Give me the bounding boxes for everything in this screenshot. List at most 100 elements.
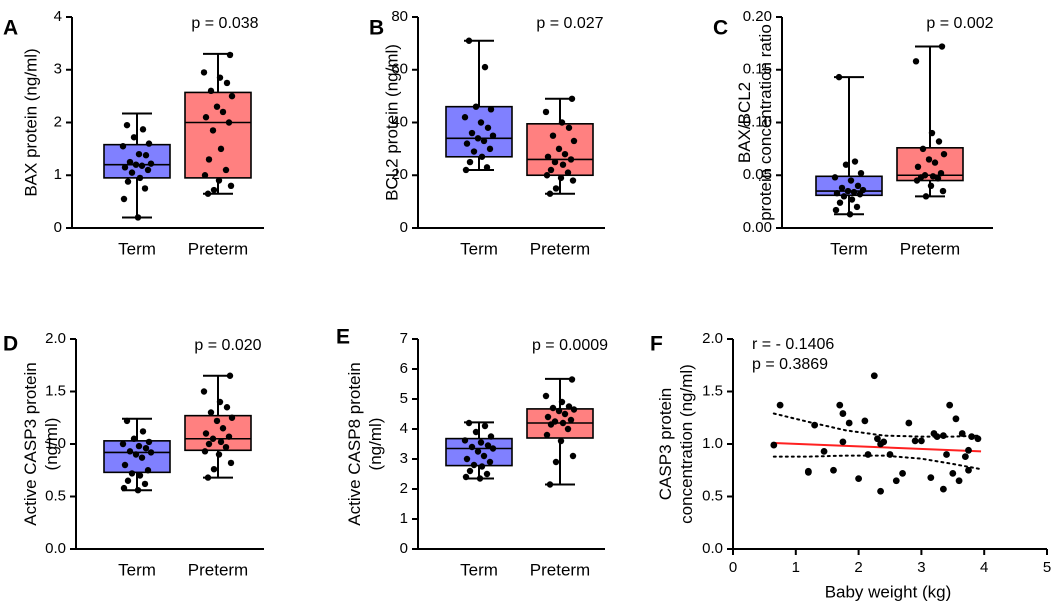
data-point xyxy=(919,145,927,153)
data-point xyxy=(555,145,563,153)
data-point xyxy=(856,191,864,198)
y-axis-title-line: Active CASP3 protein xyxy=(21,362,40,525)
data-point xyxy=(831,174,839,181)
data-point xyxy=(570,137,578,145)
y-axis-title-line: concentration (ng/ml) xyxy=(677,364,696,524)
data-point xyxy=(228,414,236,421)
data-point xyxy=(123,121,131,129)
y-axis-title-line: CASP3 protein xyxy=(656,388,675,500)
data-point xyxy=(565,403,573,410)
data-point xyxy=(549,132,557,139)
data-point xyxy=(835,73,843,81)
scatter-point xyxy=(830,466,837,474)
data-point xyxy=(126,448,134,455)
data-point xyxy=(565,124,573,131)
scatter-point xyxy=(839,438,847,446)
scatter-point xyxy=(939,485,947,493)
data-point xyxy=(474,135,482,142)
data-point xyxy=(142,152,150,159)
data-point xyxy=(136,174,144,182)
data-point xyxy=(912,58,920,65)
box-term xyxy=(445,37,513,174)
data-point xyxy=(227,182,235,189)
category-label-preterm: Preterm xyxy=(900,239,960,258)
data-point xyxy=(558,398,566,406)
data-point xyxy=(568,95,576,102)
scatter-point xyxy=(845,419,853,427)
y-tick-label: 0.05 xyxy=(743,166,772,183)
y-tick-label: 80 xyxy=(391,8,408,25)
data-point xyxy=(846,211,854,218)
data-point xyxy=(472,103,480,110)
data-point xyxy=(207,87,215,95)
panel-e: E 0 1 2 3 4 5 6 7 Active CASP8 protein (ng/ml) p = … xyxy=(336,325,608,579)
data-point xyxy=(567,416,575,424)
y-tick-label: 2 xyxy=(400,480,408,497)
data-point xyxy=(544,413,552,421)
category-label-preterm: Preterm xyxy=(188,560,248,579)
data-point xyxy=(222,443,230,451)
x-tick-label: 2 xyxy=(854,559,862,576)
data-point xyxy=(487,433,495,440)
data-point xyxy=(854,182,862,189)
panel-d: D 0.0 0.5 1.0 1.5 2.0 Active CASP3 protein (ng/… xyxy=(3,330,264,579)
data-point xyxy=(850,188,858,196)
data-point xyxy=(564,169,572,176)
data-point xyxy=(138,162,146,169)
data-point xyxy=(474,448,482,455)
data-point xyxy=(225,433,233,440)
scatter-point xyxy=(839,410,847,417)
p-value-label: p = 0.020 xyxy=(194,337,261,354)
scatter-point xyxy=(933,433,941,441)
p-value-label: p = 0.027 xyxy=(536,15,603,32)
box-preterm xyxy=(526,95,594,197)
regression-line xyxy=(773,441,982,453)
data-point xyxy=(210,186,218,194)
data-point xyxy=(549,404,557,412)
data-point xyxy=(552,458,560,466)
category-label-preterm: Preterm xyxy=(530,560,590,579)
y-axis-title-line: protein concentration ratio xyxy=(756,24,775,221)
iqr-box xyxy=(103,143,171,179)
data-point xyxy=(145,438,153,446)
scatter-point xyxy=(958,430,966,437)
data-point xyxy=(216,398,224,406)
scatter-point xyxy=(886,451,894,458)
data-point xyxy=(135,150,143,158)
data-point xyxy=(486,145,494,153)
y-axis-title: BAX protein (ng/ml) xyxy=(21,48,40,196)
y-tick-label: 0.10 xyxy=(743,113,772,130)
y-tick-label: 0.15 xyxy=(743,61,772,78)
data-point xyxy=(144,467,152,474)
y-tick-label: 6 xyxy=(400,360,408,377)
y-tick-label: 4 xyxy=(54,8,62,25)
ci-lower-line xyxy=(772,454,983,471)
scatter-point xyxy=(939,432,947,439)
data-point xyxy=(202,430,210,437)
y-axis-title-line: (ng/ml) xyxy=(366,418,385,471)
box-preterm xyxy=(184,51,252,197)
p-value-label: p = 0.002 xyxy=(926,15,993,32)
data-point xyxy=(922,193,930,200)
scatter-point xyxy=(965,466,972,474)
ci-upper-line xyxy=(772,412,983,438)
data-point xyxy=(145,140,153,147)
scatter-point xyxy=(855,475,862,483)
data-point xyxy=(489,445,497,452)
y-axis-title: BAX/BCL2 protein concentration ratio xyxy=(735,24,775,221)
data-point xyxy=(546,481,554,488)
panel-letter: A xyxy=(3,16,18,39)
data-point xyxy=(913,177,921,184)
y-axis-title: CASP3 protein concentration (ng/ml) xyxy=(656,364,696,524)
panel-letter: C xyxy=(713,16,728,39)
data-point xyxy=(462,166,470,174)
data-point xyxy=(227,459,235,467)
data-point xyxy=(939,187,947,195)
data-point xyxy=(557,437,565,445)
data-point xyxy=(486,458,494,466)
data-point xyxy=(128,169,136,176)
data-point xyxy=(561,150,569,158)
data-point xyxy=(472,428,480,436)
data-point xyxy=(481,63,489,71)
y-tick-label: 0.5 xyxy=(45,487,66,504)
